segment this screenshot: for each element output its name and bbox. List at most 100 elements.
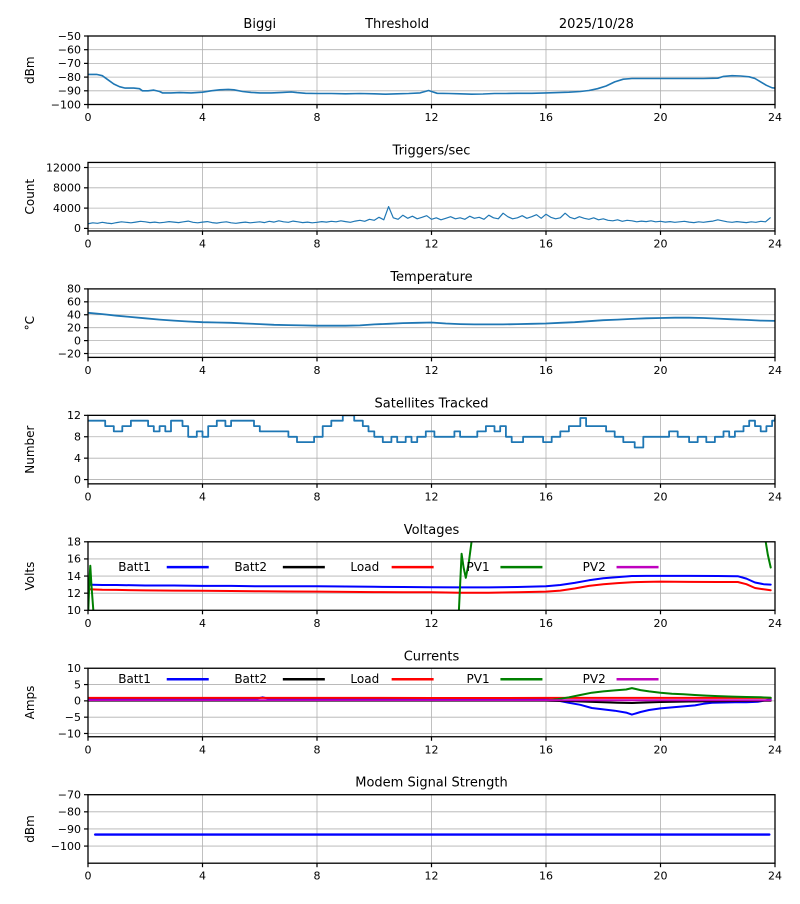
x-tick-label: 16 [539, 617, 553, 630]
x-tick-label: 16 [539, 364, 553, 377]
chart-title-satellites: Satellites Tracked [375, 396, 489, 411]
legend-item-batt2: Batt2 [234, 560, 325, 574]
legend-item-batt1: Batt1 [118, 672, 209, 686]
y-tick-label: 10 [67, 604, 81, 617]
x-tick-label: 20 [654, 870, 668, 883]
y-axis-label-voltages: Volts [23, 562, 37, 591]
x-tick-label: 12 [425, 743, 439, 756]
y-tick-label: 60 [67, 296, 81, 309]
x-tick-label: 8 [314, 237, 321, 250]
x-tick-label: 4 [199, 743, 206, 756]
y-tick-label: 5 [74, 678, 81, 691]
x-tick-label: 20 [654, 237, 668, 250]
legend-item-batt2: Batt2 [234, 672, 325, 686]
y-tick-label: 0 [74, 695, 81, 708]
x-tick-label: 20 [654, 617, 668, 630]
legend-item-load: Load [350, 672, 433, 686]
chart-title-threshold: 2025/10/28 [559, 17, 634, 32]
x-tick-label: 12 [425, 490, 439, 503]
y-tick-label: −90 [58, 85, 81, 98]
legend-label: Load [350, 560, 379, 574]
chart-title-voltages: Voltages [404, 523, 460, 538]
y-axis-label-currents: Amps [23, 686, 37, 720]
y-tick-label: −80 [58, 71, 81, 84]
x-tick-label: 4 [199, 364, 206, 377]
y-tick-label: −70 [58, 789, 81, 802]
x-tick-label: 4 [199, 111, 206, 124]
x-tick-label: 0 [85, 870, 92, 883]
x-tick-label: 0 [85, 617, 92, 630]
x-tick-label: 8 [314, 364, 321, 377]
x-tick-label: 16 [539, 490, 553, 503]
x-tick-label: 16 [539, 111, 553, 124]
chart-title-modem: Modem Signal Strength [355, 776, 508, 791]
chart-title-temperature: Temperature [389, 270, 472, 285]
x-tick-label: 24 [768, 237, 782, 250]
y-tick-label: −50 [58, 30, 81, 43]
x-tick-label: 0 [85, 111, 92, 124]
y-tick-label: −100 [51, 840, 81, 853]
x-tick-label: 12 [425, 870, 439, 883]
x-tick-label: 4 [199, 870, 206, 883]
x-tick-label: 12 [425, 617, 439, 630]
y-tick-label: 40 [67, 309, 81, 322]
y-tick-label: −5 [65, 711, 81, 724]
y-tick-label: 80 [67, 283, 81, 296]
x-tick-label: 16 [539, 237, 553, 250]
y-tick-label: −60 [58, 44, 81, 57]
y-tick-label: 10 [67, 662, 81, 675]
legend-label: Batt2 [234, 672, 267, 686]
x-tick-label: 8 [314, 111, 321, 124]
x-tick-label: 20 [654, 490, 668, 503]
y-axis-label-threshold: dBm [23, 56, 37, 84]
x-tick-label: 20 [654, 743, 668, 756]
legend-item-batt1: Batt1 [118, 560, 209, 574]
series-line-triggers-per-sec [88, 207, 770, 224]
y-tick-label: −20 [58, 347, 81, 360]
x-tick-label: 24 [768, 617, 782, 630]
x-tick-label: 4 [199, 237, 206, 250]
legend-label: Load [350, 672, 379, 686]
y-tick-label: −90 [58, 823, 81, 836]
x-tick-label: 0 [85, 364, 92, 377]
x-tick-label: 0 [85, 743, 92, 756]
y-tick-label: 8000 [53, 182, 81, 195]
y-axis-label-temperature: °C [23, 316, 37, 330]
x-tick-label: 24 [768, 111, 782, 124]
x-tick-label: 16 [539, 743, 553, 756]
legend-item-pv1: PV1 [467, 672, 543, 686]
x-tick-label: 4 [199, 490, 206, 503]
y-axis-label-satellites: Number [23, 425, 37, 473]
y-axis-label-modem: dBm [23, 815, 37, 843]
x-tick-label: 16 [539, 870, 553, 883]
x-tick-label: 20 [654, 364, 668, 377]
y-tick-label: −70 [58, 57, 81, 70]
x-tick-label: 0 [85, 237, 92, 250]
x-tick-label: 8 [314, 490, 321, 503]
y-axis-label-triggers: Count [23, 179, 37, 215]
x-tick-label: 12 [425, 364, 439, 377]
legend-label: PV2 [583, 672, 606, 686]
y-tick-label: 0 [74, 473, 81, 486]
x-tick-label: 20 [654, 111, 668, 124]
legend-label: PV2 [583, 560, 606, 574]
legend-label: PV1 [467, 672, 490, 686]
chart-title-threshold: Biggi [243, 17, 276, 32]
y-tick-label: −10 [58, 727, 81, 740]
chart-title-currents: Currents [404, 649, 460, 664]
x-tick-label: 4 [199, 617, 206, 630]
y-tick-label: 4 [74, 452, 81, 465]
y-tick-label: 12 [67, 409, 81, 422]
y-tick-label: 20 [67, 321, 81, 334]
x-tick-label: 24 [768, 870, 782, 883]
legend-label: PV1 [467, 560, 490, 574]
x-tick-label: 24 [768, 743, 782, 756]
legend-item-load: Load [350, 560, 433, 574]
y-tick-label: 16 [67, 553, 81, 566]
x-tick-label: 12 [425, 237, 439, 250]
